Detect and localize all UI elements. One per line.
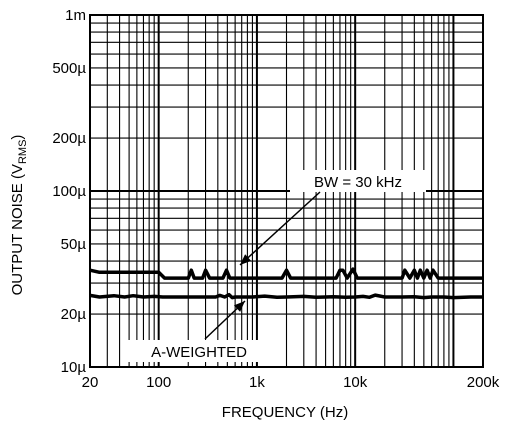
y-tick-label: 50µ bbox=[61, 236, 87, 253]
chart-annotations: BW = 30 kHz A-WEIGHTED bbox=[128, 170, 426, 362]
y-tick-label: 1m bbox=[65, 7, 86, 24]
x-tick-label: 200k bbox=[467, 374, 500, 391]
y-axis-title-close: ) bbox=[9, 135, 26, 140]
bw-annotation-arrow-line bbox=[239, 191, 321, 266]
x-tick-label: 100 bbox=[146, 374, 171, 391]
y-axis-title-main: OUTPUT NOISE (V bbox=[9, 164, 26, 295]
bw-annotation-arrow-head bbox=[240, 254, 252, 265]
aweighted-label-background bbox=[128, 340, 270, 362]
y-tick-label: 500µ bbox=[52, 60, 86, 77]
y-axis-title: OUTPUT NOISE (VRMS) bbox=[9, 135, 29, 296]
aweighted-annotation-arrow-head bbox=[233, 301, 245, 312]
chart-series bbox=[89, 267, 483, 300]
y-tick-label: 20µ bbox=[61, 306, 87, 323]
x-tick-label: 20 bbox=[82, 374, 99, 391]
chart-tick-labels: 20 100 1k 10k 200k 10µ 20µ 50µ 100µ 200µ 500µ 1m bbox=[52, 7, 499, 391]
x-tick-label: 10k bbox=[343, 374, 368, 391]
x-tick-label: 1k bbox=[249, 374, 265, 391]
bw-annotation-label: BW = 30 kHz bbox=[314, 174, 402, 191]
aweighted-annotation-label: A-WEIGHTED bbox=[151, 344, 247, 361]
y-tick-label: 100µ bbox=[52, 183, 86, 200]
series-line-1 bbox=[89, 267, 483, 280]
x-axis-title: FREQUENCY (Hz) bbox=[222, 404, 348, 421]
y-tick-label: 10µ bbox=[61, 359, 87, 376]
bw-label-background bbox=[290, 170, 426, 192]
plot-frame bbox=[89, 14, 484, 368]
y-axis-title-subscript: RMS bbox=[17, 140, 29, 164]
y-tick-label: 200µ bbox=[52, 130, 86, 147]
series-line-2 bbox=[89, 292, 483, 300]
